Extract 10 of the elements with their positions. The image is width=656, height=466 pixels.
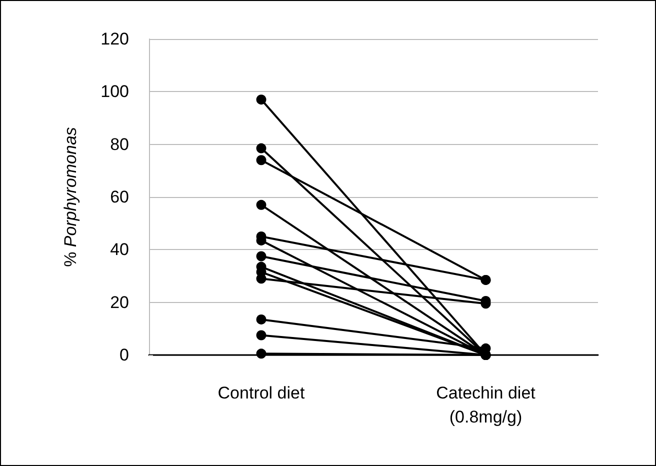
y-tick-label: 40 [110, 240, 129, 260]
y-axis-title: % Porphyromonas [61, 126, 80, 267]
y-tick-label: 100 [100, 82, 129, 102]
y-tick-label: 80 [110, 134, 129, 154]
y-tick-label: 20 [110, 292, 129, 312]
y-tick-label: 0 [120, 346, 129, 364]
x-tick-label: Catechin diet (0.8mg/g) [436, 384, 536, 426]
y-tick-label: 120 [100, 30, 129, 48]
y-tick-label: 60 [110, 188, 129, 206]
x-tick-label: Control diet [218, 384, 305, 402]
